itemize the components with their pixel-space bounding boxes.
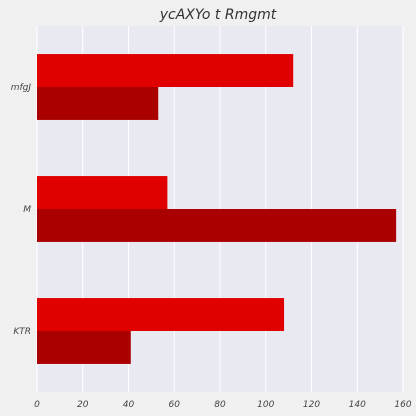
bar-mfgJ-series-1 [37,54,294,87]
x-tick-label: 100 [257,400,274,410]
x-tick-label: 160 [394,400,411,410]
bar-KTR-series-2 [37,331,131,364]
bar-mfgJ-series-2 [37,87,159,120]
x-tick-label: 40 [123,400,135,410]
x-tick-label: 60 [169,400,181,410]
bars [37,54,397,364]
bar-KTR-series-1 [37,298,285,331]
x-tick-label: 80 [214,400,226,410]
x-tick-label: 20 [77,400,89,410]
y-tick-labels: mfgJ M KTR [11,83,32,337]
bar-M-series-1 [37,176,168,209]
y-tick-label: mfgJ [11,83,32,93]
y-tick-label: M [23,205,31,215]
x-tick-label: 140 [349,400,366,410]
x-tick-labels: 0 20 40 60 80 100 120 140 160 [34,400,412,410]
bar-M-series-2 [37,209,397,242]
chart-title: ycAXYo t Rmgmt [159,7,277,23]
x-tick-label: 120 [303,400,320,410]
y-tick-label: KTR [13,327,31,337]
x-tick-label: 0 [34,400,40,410]
